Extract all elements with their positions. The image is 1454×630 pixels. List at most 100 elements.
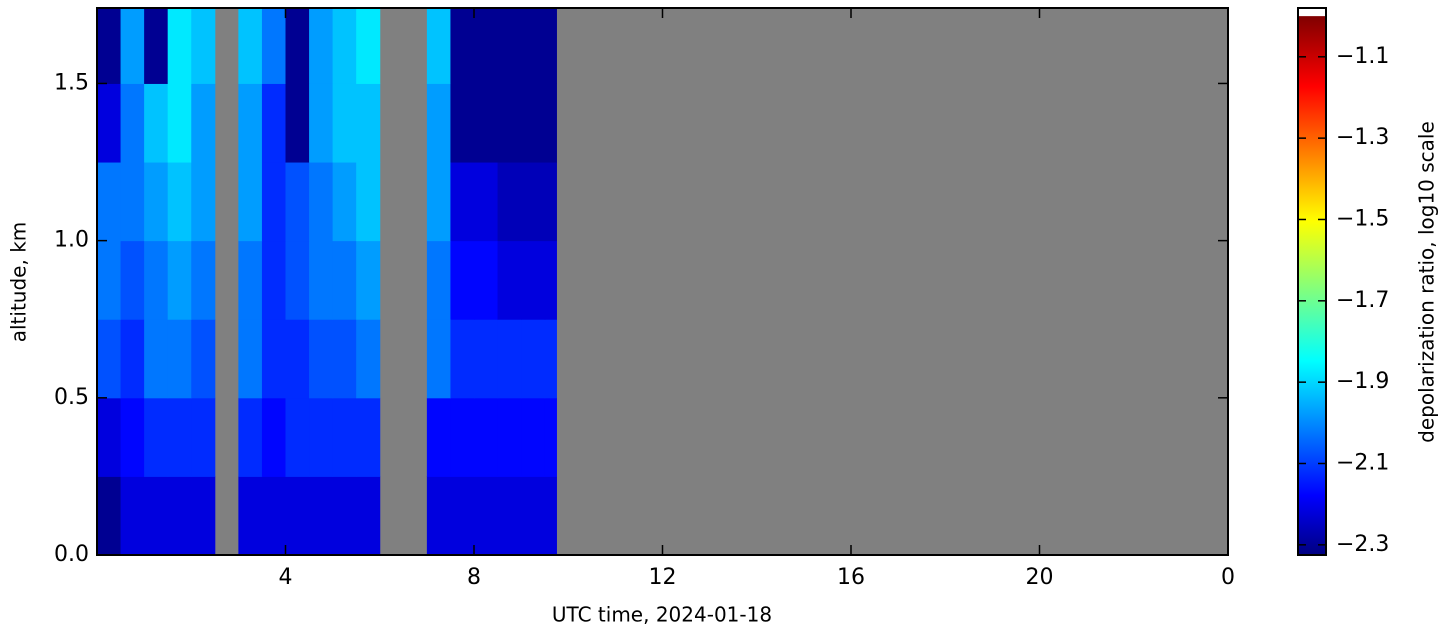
heat-cell [497, 8, 522, 84]
heat-cell [285, 397, 310, 477]
heat-cell [497, 319, 522, 399]
heat-cell [474, 476, 499, 556]
colorbar-tick-label: −1.5 [1336, 206, 1389, 231]
heat-cell [191, 8, 216, 84]
x-tick-label: 4 [279, 565, 293, 590]
heat-cell [450, 83, 475, 163]
heat-cell [309, 240, 334, 320]
heat-cell [261, 240, 286, 320]
colorbar-tick-label: −2.3 [1336, 532, 1389, 557]
heat-cell [332, 240, 357, 320]
y-tick-label: 1.5 [54, 70, 89, 95]
heat-cell [120, 8, 145, 84]
heat-cell [426, 397, 451, 477]
heat-cell [544, 8, 557, 84]
heat-cell [120, 319, 145, 399]
heat-cell [144, 8, 169, 84]
heat-cell [497, 240, 522, 320]
heat-cell [167, 397, 192, 477]
heat-cell [238, 476, 263, 556]
heat-cell [120, 83, 145, 163]
colorbar-tick-label: −1.1 [1336, 44, 1389, 69]
heat-cell [450, 319, 475, 399]
heat-cell [356, 397, 381, 477]
heat-cell [356, 83, 381, 163]
heat-cell [238, 319, 263, 399]
colorbar-tick-label: −1.7 [1336, 288, 1389, 313]
heat-cell [497, 476, 522, 556]
heat-cell [191, 476, 216, 556]
heat-cell [426, 319, 451, 399]
heat-cell [238, 397, 263, 477]
heat-cell [356, 162, 381, 242]
heat-cell [97, 476, 122, 556]
heat-cell [144, 397, 169, 477]
heat-cell [544, 319, 557, 399]
heat-cell [120, 397, 145, 477]
heat-cell [167, 162, 192, 242]
heat-cell [167, 83, 192, 163]
heat-cell [521, 240, 546, 320]
heat-cell [261, 83, 286, 163]
heat-cell [238, 83, 263, 163]
heat-cell [521, 476, 546, 556]
heat-cell [120, 476, 145, 556]
heat-cell [426, 476, 451, 556]
heat-cell [474, 162, 499, 242]
heat-cell [497, 397, 522, 477]
heat-cell [309, 162, 334, 242]
colorbar-tick-label: −1.9 [1336, 369, 1389, 394]
heat-cell [544, 397, 557, 477]
heat-cell [309, 83, 334, 163]
heat-cell [356, 476, 381, 556]
heat-cell [309, 319, 334, 399]
heat-cell [497, 162, 522, 242]
heat-cell [332, 8, 357, 84]
heat-cell [309, 8, 334, 84]
x-tick-label: 0 [1221, 565, 1235, 590]
heat-cell [261, 397, 286, 477]
heat-cell [191, 319, 216, 399]
heat-cell [544, 476, 557, 556]
heat-cell [332, 476, 357, 556]
heat-cell [97, 240, 122, 320]
heat-cell [497, 83, 522, 163]
heat-cell [521, 8, 546, 84]
heat-cell [544, 83, 557, 163]
heat-cell [521, 397, 546, 477]
heat-cell [450, 397, 475, 477]
heat-cell [191, 162, 216, 242]
heat-cell [97, 83, 122, 163]
heat-cell [144, 240, 169, 320]
colorbar-tick-label: −2.1 [1336, 450, 1389, 475]
heat-cell [144, 83, 169, 163]
heat-cell [238, 240, 263, 320]
heat-cell [97, 397, 122, 477]
heat-cell [261, 162, 286, 242]
heat-cell [167, 319, 192, 399]
heat-cell [191, 240, 216, 320]
x-axis-label: UTC time, 2024-01-18 [552, 603, 772, 627]
heat-cell [120, 162, 145, 242]
colorbar [1298, 16, 1326, 555]
heat-cell [474, 397, 499, 477]
heat-cell [356, 240, 381, 320]
heat-cell [285, 8, 310, 84]
heat-cell [474, 83, 499, 163]
heat-cell [238, 162, 263, 242]
heat-cell [474, 8, 499, 84]
heat-cell [426, 240, 451, 320]
heat-cell [261, 476, 286, 556]
heat-cell [332, 162, 357, 242]
heat-cell [144, 476, 169, 556]
y-tick-label: 0.0 [54, 542, 89, 567]
heat-cell [285, 476, 310, 556]
heat-cell [261, 8, 286, 84]
heat-cell [450, 476, 475, 556]
heat-cell [167, 8, 192, 84]
colorbar-tick-label: −1.3 [1336, 125, 1389, 150]
heat-cell [474, 319, 499, 399]
heat-cell [97, 319, 122, 399]
x-tick-label: 16 [837, 565, 865, 590]
